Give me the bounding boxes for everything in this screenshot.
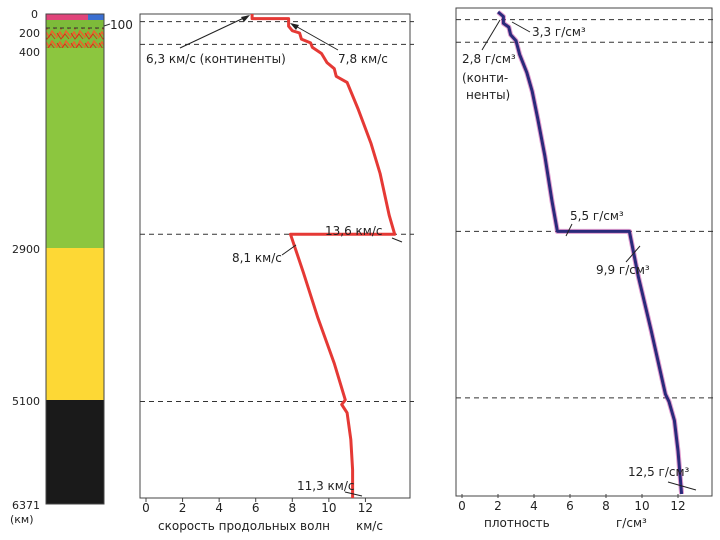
velocity-label-8.1: 8,1 км/с [232, 251, 282, 265]
velocity-label-13.6: 13,6 км/с [325, 224, 382, 238]
density-xlabel: плотность [484, 516, 550, 530]
velocity-xunit: км/с [356, 519, 383, 533]
outer-core-layer [46, 248, 104, 400]
velocity-label-7.8: 7,8 км/с [338, 52, 388, 66]
x-tick-label: 10 [321, 501, 336, 515]
x-tick-label: 6 [252, 501, 260, 515]
x-tick-label: 2 [494, 499, 502, 513]
density-label-3.3: 3,3 г/см³ [532, 25, 586, 39]
density-label-continents-1: (конти- [462, 71, 508, 85]
depth-tick-5100: 5100 [12, 395, 40, 408]
velocity-arrow-11.3 [344, 491, 363, 497]
x-tick-label: 8 [288, 501, 296, 515]
density-arrow-5.5 [565, 223, 573, 237]
velocity-chart: 0 2 4 6 8 10 12 скорость продольных волн км/с … [139, 13, 414, 533]
density-series-line [497, 10, 684, 495]
density-label-continents-2: ненты) [466, 88, 510, 102]
velocity-label-11.3: 11,3 км/с [297, 479, 354, 493]
density-label-12.5: 12,5 г/см³ [628, 465, 690, 479]
density-frame [455, 7, 713, 497]
depth-column: 0 200 400 2900 5100 6371 (км) 100 [10, 8, 133, 526]
depth-tick-0: 0 [31, 8, 38, 21]
density-chart: 0 2 4 6 8 10 12 плотность г/см³ 3,3 г/см³ 2,8 … [455, 7, 716, 530]
velocity-arrowhead-7.8 [290, 23, 299, 30]
depth-tick-400: 400 [19, 46, 40, 59]
velocity-arrow-13.6 [391, 237, 403, 243]
density-series-halo [496, 10, 685, 495]
crust-ocean-layer [88, 14, 104, 20]
depth-tick-6371: 6371 [12, 499, 40, 512]
velocity-arrow-8.1 [281, 244, 297, 256]
density-xunit: г/см³ [616, 516, 647, 530]
crust-layer [46, 14, 104, 20]
depth-tick-100: 100 [110, 18, 133, 32]
velocity-series-line [250, 14, 397, 498]
inner-core-layer [46, 400, 104, 504]
x-tick-label: 8 [602, 499, 610, 513]
depth-tick-2900: 2900 [12, 243, 40, 256]
density-x-ticks: 0 2 4 6 8 10 12 [458, 494, 686, 513]
x-tick-label: 0 [142, 501, 150, 515]
velocity-x-ticks: 0 2 4 6 8 10 12 [142, 498, 373, 515]
velocity-arrow-7.8 [291, 23, 339, 51]
x-tick-label: 12 [358, 501, 373, 515]
upper-mantle-scribble [46, 28, 104, 48]
x-tick-label: 12 [670, 499, 685, 513]
x-tick-label: 6 [566, 499, 574, 513]
x-tick-label: 2 [179, 501, 187, 515]
depth-unit: (км) [10, 513, 34, 526]
tick-100-leader [103, 23, 111, 27]
velocity-frame [139, 13, 411, 499]
density-arrow-12.5 [667, 481, 697, 491]
depth-column-frame [45, 13, 105, 505]
velocity-boundary-lines [140, 21, 414, 402]
x-tick-label: 0 [458, 499, 466, 513]
x-tick-label: 4 [215, 501, 223, 515]
density-label-2.8: 2,8 г/см³ [462, 52, 516, 66]
density-label-9.9: 9,9 г/см³ [596, 263, 650, 277]
velocity-xlabel: скорость продольных волн [158, 519, 330, 533]
density-arrow-2.8 [481, 19, 501, 51]
density-arrow-3.3 [511, 21, 531, 33]
depth-tick-200: 200 [19, 27, 40, 40]
x-tick-label: 10 [634, 499, 649, 513]
velocity-label-6.3: 6,3 км/с (континенты) [146, 52, 286, 66]
mantle-layer [46, 48, 104, 248]
density-label-5.5: 5,5 г/см³ [570, 209, 624, 223]
velocity-arrow-6.3 [179, 15, 249, 49]
velocity-arrowhead-6.3 [241, 15, 250, 22]
x-tick-label: 4 [530, 499, 538, 513]
density-arrow-9.9 [625, 245, 641, 263]
